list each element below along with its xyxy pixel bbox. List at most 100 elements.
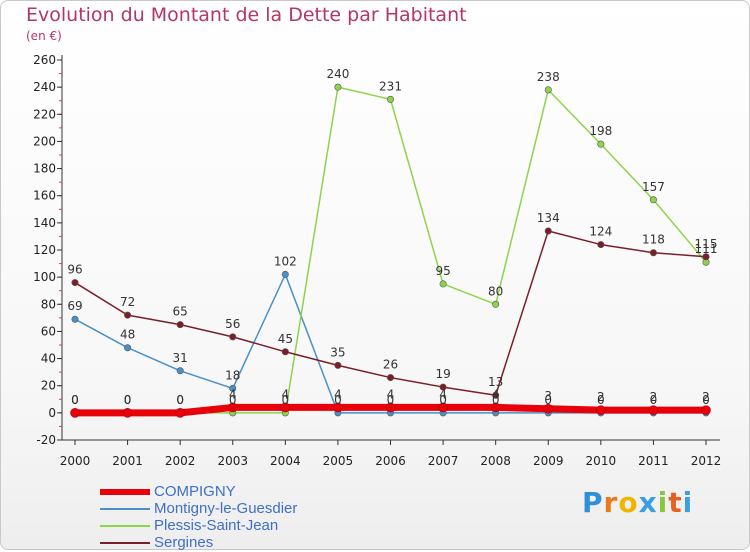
data-label: 0 bbox=[439, 393, 447, 407]
legend-swatch bbox=[100, 508, 150, 510]
data-point bbox=[176, 367, 184, 375]
y-tick-label: 260 bbox=[33, 53, 56, 67]
data-label: 0 bbox=[334, 393, 342, 407]
data-point bbox=[334, 83, 342, 91]
data-label: 35 bbox=[330, 345, 345, 359]
y-tick-label: 20 bbox=[41, 379, 56, 393]
data-point bbox=[176, 321, 184, 329]
data-point bbox=[71, 279, 79, 287]
data-label: 0 bbox=[124, 393, 132, 407]
data-point bbox=[596, 405, 606, 415]
data-point bbox=[229, 333, 237, 341]
legend-label: COMPIGNY bbox=[154, 483, 236, 500]
y-tick-label: 140 bbox=[33, 216, 56, 230]
data-point bbox=[438, 402, 448, 413]
data-label: 0 bbox=[650, 393, 658, 407]
data-label: 45 bbox=[278, 332, 293, 346]
x-tick-label: 2007 bbox=[428, 454, 459, 468]
data-label: 0 bbox=[124, 393, 132, 407]
data-point bbox=[492, 300, 500, 308]
data-label: 18 bbox=[225, 368, 240, 382]
data-point bbox=[439, 280, 447, 288]
data-label: 31 bbox=[173, 351, 188, 365]
data-point bbox=[229, 384, 237, 392]
data-label: 2 bbox=[597, 390, 605, 404]
data-point bbox=[439, 383, 447, 391]
data-point bbox=[543, 403, 554, 414]
data-label: 4 bbox=[229, 387, 237, 401]
data-label: 0 bbox=[71, 393, 79, 407]
y-tick-label: 100 bbox=[33, 270, 56, 284]
data-label: 19 bbox=[435, 367, 450, 381]
proxiti-logo: Proxiti bbox=[582, 486, 694, 519]
x-tick-label: 2001 bbox=[112, 454, 143, 468]
x-tick-label: 2012 bbox=[691, 454, 722, 468]
y-tick-label: 120 bbox=[33, 243, 56, 257]
data-label: 115 bbox=[695, 237, 718, 251]
data-label: 4 bbox=[439, 387, 447, 401]
data-label: 198 bbox=[589, 124, 612, 138]
data-point bbox=[597, 140, 605, 148]
y-tick-label: 160 bbox=[33, 189, 56, 203]
data-label: 0 bbox=[597, 393, 605, 407]
y-tick-label: 200 bbox=[33, 134, 56, 148]
x-tick-label: 2005 bbox=[323, 454, 354, 468]
data-label: 240 bbox=[326, 67, 349, 81]
data-label: 0 bbox=[229, 393, 237, 407]
data-point bbox=[649, 249, 657, 257]
data-label: 56 bbox=[225, 317, 240, 331]
data-label: 231 bbox=[379, 79, 402, 93]
legend-label: Montigny-le-Guesdier bbox=[154, 500, 298, 517]
data-point bbox=[124, 344, 132, 352]
data-point bbox=[280, 402, 291, 413]
data-label: 26 bbox=[383, 358, 398, 372]
data-label: 95 bbox=[435, 264, 450, 278]
data-label: 48 bbox=[120, 328, 135, 342]
data-label: 4 bbox=[282, 387, 290, 401]
y-tick-label: 80 bbox=[41, 297, 56, 311]
data-label: 69 bbox=[67, 299, 82, 313]
data-label: 0 bbox=[387, 393, 395, 407]
data-label: 4 bbox=[334, 387, 342, 401]
data-point bbox=[281, 270, 289, 278]
x-tick-label: 2011 bbox=[638, 454, 669, 468]
y-tick-label: 240 bbox=[33, 80, 56, 94]
data-point bbox=[649, 196, 657, 204]
y-tick-label: 0 bbox=[48, 406, 56, 420]
data-point bbox=[702, 253, 710, 261]
x-tick-label: 2003 bbox=[217, 454, 248, 468]
x-tick-label: 2010 bbox=[586, 454, 617, 468]
data-point bbox=[124, 311, 132, 319]
data-label: 72 bbox=[120, 295, 135, 309]
data-label: 0 bbox=[544, 393, 552, 407]
data-point bbox=[597, 241, 605, 249]
data-label: 3 bbox=[544, 389, 552, 403]
data-label: 2 bbox=[702, 390, 710, 404]
chart-title: Evolution du Montant de la Dette par Hab… bbox=[26, 4, 467, 26]
data-label: 238 bbox=[537, 70, 560, 84]
data-label: 4 bbox=[387, 387, 395, 401]
data-label: 13 bbox=[488, 375, 503, 389]
data-point bbox=[490, 402, 501, 413]
data-label: 4 bbox=[492, 387, 500, 401]
data-label: 96 bbox=[67, 263, 82, 277]
y-tick-label: 60 bbox=[41, 324, 56, 338]
x-tick-label: 2009 bbox=[533, 454, 564, 468]
data-point bbox=[386, 374, 394, 382]
data-point bbox=[648, 405, 659, 415]
data-point bbox=[281, 348, 289, 356]
data-point bbox=[122, 408, 133, 418]
x-tick-label: 2004 bbox=[270, 454, 301, 468]
data-label: 118 bbox=[642, 233, 665, 247]
y-tick-label: -20 bbox=[36, 433, 56, 447]
data-label: 2 bbox=[650, 390, 658, 404]
data-point bbox=[701, 405, 711, 415]
data-label: 134 bbox=[537, 211, 560, 225]
y-tick-label: 180 bbox=[33, 162, 56, 176]
y-tick-label: 40 bbox=[41, 352, 56, 366]
data-label: 102 bbox=[274, 254, 297, 268]
data-label: 65 bbox=[173, 305, 188, 319]
data-point bbox=[70, 408, 80, 418]
data-point bbox=[333, 402, 343, 413]
